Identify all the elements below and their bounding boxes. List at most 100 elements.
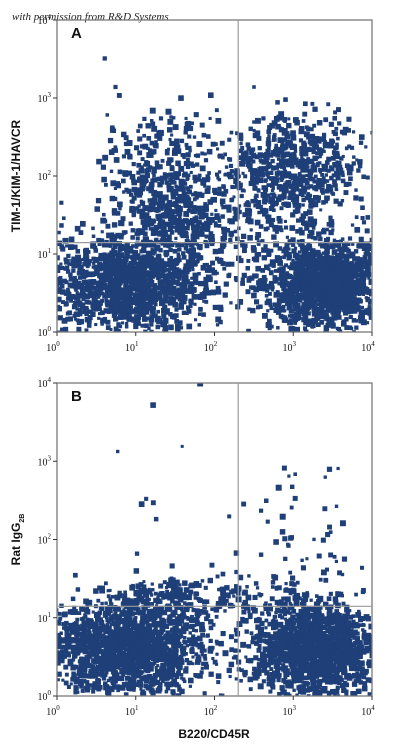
event-dot bbox=[156, 191, 163, 198]
event-dot bbox=[163, 249, 170, 256]
event-dot bbox=[166, 187, 172, 193]
event-dot bbox=[266, 183, 271, 187]
event-dot bbox=[300, 155, 304, 159]
event-dot bbox=[321, 176, 326, 181]
x-tick-label: 104 bbox=[361, 340, 375, 354]
event-dot bbox=[90, 279, 97, 285]
event-dot bbox=[203, 287, 209, 294]
event-dot bbox=[335, 160, 339, 164]
event-dot bbox=[233, 185, 237, 189]
event-dot bbox=[132, 250, 138, 256]
event-dot bbox=[325, 227, 329, 232]
event-dot bbox=[281, 132, 286, 136]
event-dot bbox=[38, 288, 42, 292]
event-dot bbox=[327, 260, 332, 265]
event-dot bbox=[227, 718, 230, 721]
event-dot bbox=[84, 328, 89, 332]
event-dot bbox=[308, 246, 313, 251]
event-dot bbox=[138, 296, 142, 300]
event-dot bbox=[74, 311, 80, 317]
event-dot bbox=[170, 296, 174, 300]
event-dot bbox=[176, 210, 183, 217]
event-dot bbox=[174, 674, 180, 679]
event-dot bbox=[129, 250, 133, 254]
event-dot bbox=[91, 226, 95, 231]
event-dot bbox=[313, 253, 318, 258]
event-dot bbox=[177, 215, 182, 220]
event-dot bbox=[82, 262, 87, 267]
event-dot bbox=[325, 307, 329, 311]
event-dot bbox=[293, 193, 297, 197]
event-dot bbox=[331, 173, 336, 178]
event-dot bbox=[390, 296, 395, 301]
event-dot bbox=[200, 653, 204, 657]
event-dot bbox=[203, 281, 209, 287]
event-dot bbox=[269, 198, 276, 204]
event-dot bbox=[99, 273, 103, 277]
event-dot bbox=[337, 167, 344, 174]
event-dot bbox=[268, 205, 275, 212]
event-dot bbox=[255, 174, 260, 179]
event-dot bbox=[336, 339, 340, 343]
event-dot bbox=[15, 656, 20, 661]
event-dot bbox=[166, 238, 172, 244]
event-dot bbox=[149, 253, 153, 257]
event-dot bbox=[312, 201, 319, 208]
event-dot bbox=[154, 140, 158, 144]
event-dot bbox=[194, 216, 199, 221]
event-dot bbox=[336, 294, 342, 300]
event-dot bbox=[368, 314, 372, 320]
event-dot bbox=[270, 202, 275, 208]
event-dot bbox=[66, 685, 71, 689]
event-dot bbox=[36, 226, 40, 230]
event-dot bbox=[389, 279, 393, 283]
event-dot bbox=[58, 287, 63, 291]
event-dot bbox=[289, 262, 295, 267]
event-dot bbox=[116, 93, 122, 98]
event-dot bbox=[136, 270, 142, 276]
event-dot bbox=[397, 255, 401, 259]
event-dot bbox=[146, 264, 151, 269]
event-dot bbox=[114, 285, 121, 292]
event-dot bbox=[341, 333, 344, 336]
event-dot bbox=[184, 142, 189, 147]
event-dot bbox=[214, 216, 219, 221]
event-dot bbox=[188, 259, 194, 265]
event-dot bbox=[301, 197, 306, 203]
event-dot bbox=[178, 247, 182, 252]
event-dot bbox=[364, 308, 369, 312]
event-dot bbox=[103, 308, 109, 314]
event-dot bbox=[129, 282, 134, 287]
event-dot bbox=[325, 160, 330, 165]
event-dot bbox=[324, 312, 329, 317]
panel-a-dot-layer bbox=[36, 56, 401, 343]
event-dot bbox=[300, 193, 305, 198]
event-dot bbox=[191, 655, 195, 659]
event-dot bbox=[184, 705, 188, 709]
event-dot bbox=[183, 300, 187, 305]
event-dot bbox=[77, 259, 81, 263]
event-dot bbox=[363, 260, 368, 265]
event-dot bbox=[167, 300, 171, 304]
event-dot bbox=[58, 279, 64, 284]
event-dot bbox=[156, 664, 160, 668]
event-dot bbox=[245, 266, 250, 271]
event-dot bbox=[280, 158, 284, 162]
event-dot bbox=[63, 301, 69, 307]
event-dot bbox=[148, 148, 153, 153]
event-dot bbox=[171, 215, 177, 221]
event-dot bbox=[199, 229, 204, 233]
event-dot bbox=[266, 157, 270, 161]
event-dot bbox=[294, 246, 298, 250]
event-dot bbox=[85, 308, 90, 312]
event-dot bbox=[367, 276, 371, 280]
event-dot bbox=[140, 269, 145, 274]
event-dot bbox=[313, 174, 318, 179]
event-dot bbox=[206, 185, 211, 190]
event-dot bbox=[63, 292, 67, 296]
event-dot bbox=[215, 289, 220, 293]
event-dot bbox=[105, 271, 109, 275]
event-dot bbox=[293, 149, 298, 153]
event-dot bbox=[71, 262, 78, 269]
event-dot bbox=[90, 241, 96, 248]
